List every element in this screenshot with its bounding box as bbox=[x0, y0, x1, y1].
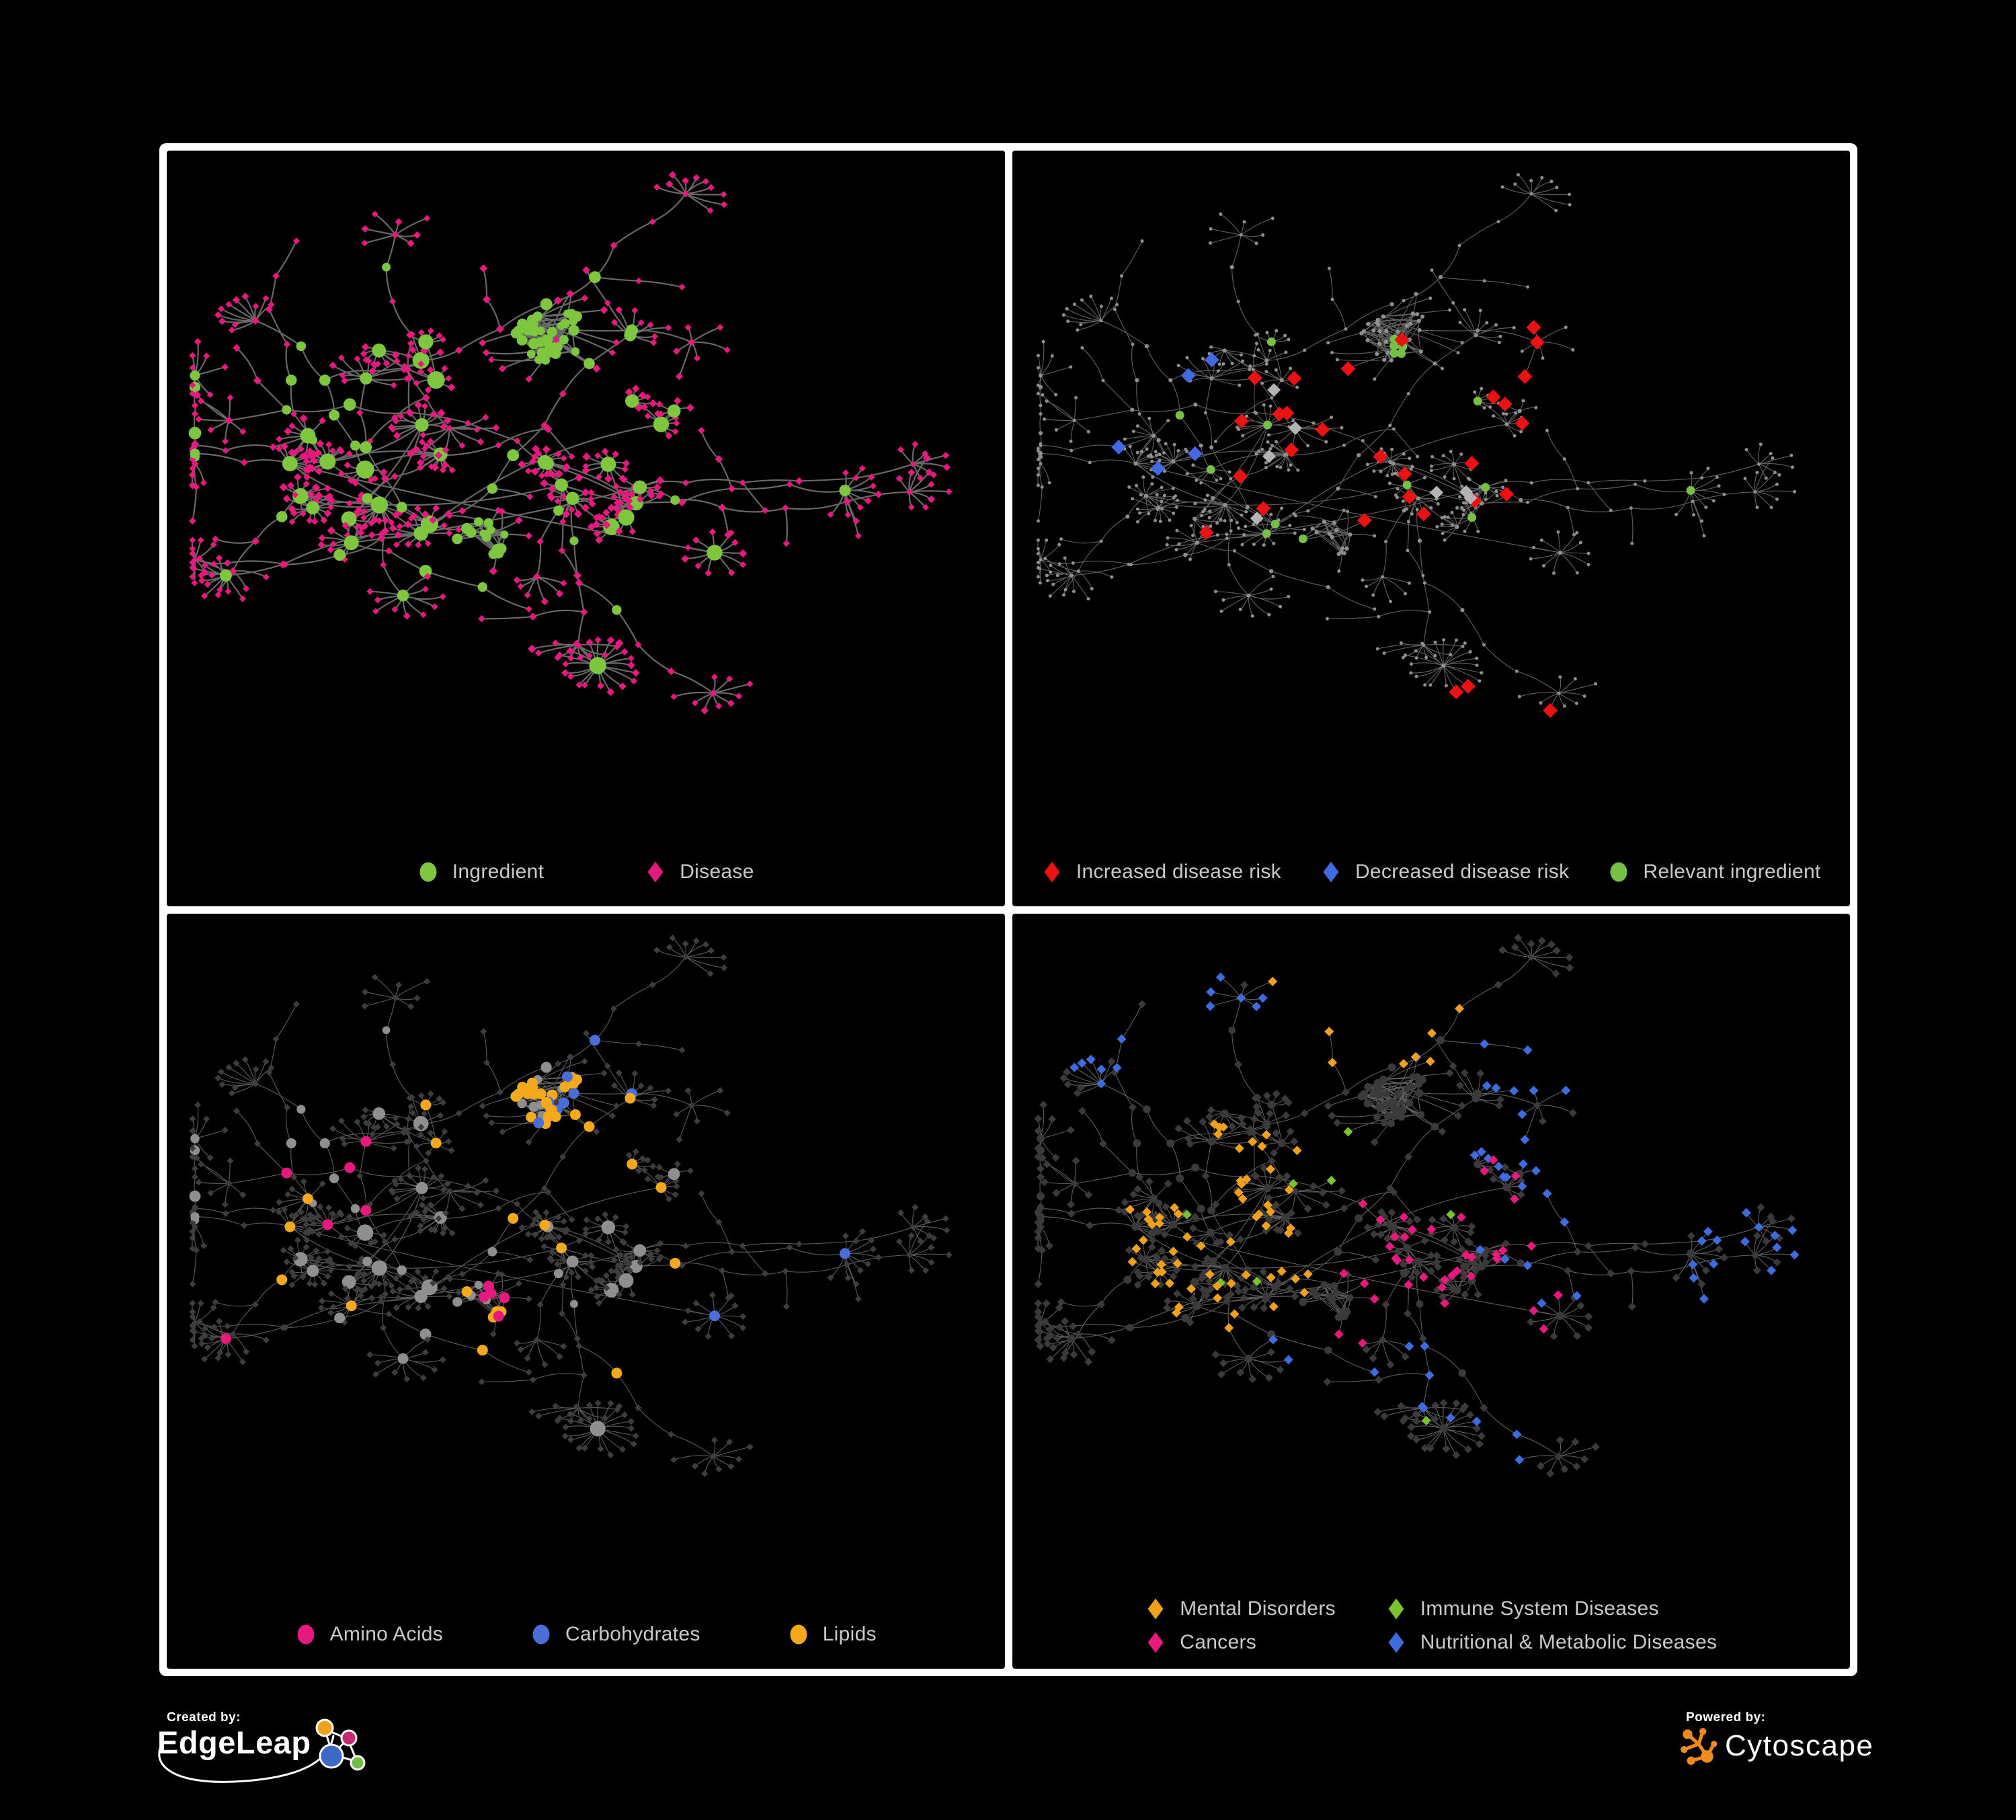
cytoscape-logo-nodes bbox=[1681, 1728, 1718, 1765]
edgeleap-logo-icon bbox=[315, 1718, 366, 1771]
legend-item-relevant-ingredient: Relevant ingredient bbox=[1608, 861, 1820, 883]
diamond-legend-symbol bbox=[1323, 861, 1339, 882]
circle-legend-symbol bbox=[419, 862, 437, 881]
legend-label: Relevant ingredient bbox=[1643, 860, 1821, 883]
panel-ingredient-disease: Ingredient Disease bbox=[167, 151, 1005, 906]
legend-item-immune-system-diseases: Immune System Diseases bbox=[1385, 1597, 1717, 1620]
edge-layer bbox=[1037, 937, 1795, 1474]
diamond-legend-symbol bbox=[1044, 861, 1060, 882]
legend-ingredient-disease: Ingredient Disease bbox=[167, 861, 1005, 883]
legend-item-ingredient: Ingredient bbox=[417, 861, 544, 883]
created-by-label: Created by: bbox=[167, 1710, 241, 1725]
legend-label: Disease bbox=[680, 860, 754, 883]
node-layer bbox=[1036, 173, 1796, 708]
diamond-legend-symbol bbox=[1147, 1632, 1164, 1653]
edgeleap-node-pink bbox=[340, 1729, 358, 1747]
circle-legend-symbol bbox=[297, 1624, 315, 1645]
network-graph-disease-risk bbox=[1036, 173, 1796, 718]
four-panel-figure: Ingredient Disease Increased disease risk… bbox=[159, 143, 1857, 1676]
cytoscape-brand-row: Cytoscape bbox=[1678, 1725, 1893, 1767]
highlighted-node-layer bbox=[1069, 972, 1800, 1464]
panel-disease-risk: Increased disease risk Decreased disease … bbox=[1012, 151, 1851, 906]
diamond-legend-symbol bbox=[647, 861, 663, 882]
edgeleap-brand-row: EdgeLeap bbox=[157, 1718, 386, 1786]
circle-legend-symbol bbox=[790, 1624, 807, 1645]
network-graph-ingredient-classes bbox=[189, 934, 953, 1477]
network-graph-ingredient-disease bbox=[188, 171, 953, 715]
circle-legend-symbol bbox=[1610, 862, 1627, 881]
legend-item-increased-disease-risk: Increased disease risk bbox=[1041, 861, 1281, 883]
panel-ingredient-classes: Amino Acids Carbohydrates Lipids bbox=[167, 913, 1005, 1669]
highlighted-node-layer bbox=[220, 1034, 851, 1378]
legend-item-carbohydrates: Carbohydrates bbox=[530, 1623, 700, 1646]
panel-disease-classes: Mental Disorders Immune System Diseases Ca… bbox=[1012, 913, 1851, 1669]
edgeleap-node-green bbox=[350, 1755, 366, 1771]
edgeleap-credit: Created by: EdgeLeap bbox=[157, 1708, 386, 1802]
edgeleap-node-orange bbox=[315, 1718, 334, 1737]
edgeleap-wordmark: EdgeLeap bbox=[157, 1725, 311, 1760]
legend-item-cancers: Cancers bbox=[1145, 1631, 1336, 1654]
edge-layer bbox=[192, 937, 949, 1474]
legend-label: Decreased disease risk bbox=[1355, 860, 1570, 883]
diamond-legend-symbol bbox=[1388, 1632, 1404, 1653]
network-graph-disease-classes bbox=[1033, 933, 1800, 1478]
cytoscape-wordmark: Cytoscape bbox=[1725, 1729, 1874, 1762]
circle-legend-symbol bbox=[532, 1624, 550, 1645]
legend-label: Mental Disorders bbox=[1180, 1597, 1336, 1620]
cytoscape-logo-icon bbox=[1681, 1728, 1718, 1765]
legend-label: Carbohydrates bbox=[565, 1623, 700, 1645]
legend-item-disease: Disease bbox=[645, 861, 754, 883]
legend-label: Ingredient bbox=[452, 860, 545, 883]
legend-disease-classes: Mental Disorders Immune System Diseases Ca… bbox=[1012, 1597, 1851, 1654]
legend-item-amino-acids: Amino Acids bbox=[295, 1623, 443, 1646]
legend-item-decreased-disease-risk: Decreased disease risk bbox=[1320, 861, 1569, 883]
cytoscape-credit: Powered by: Cytoscape bbox=[1678, 1708, 1893, 1802]
powered-by-label: Powered by: bbox=[1686, 1710, 1766, 1725]
legend-item-nutritional-metabolic-diseases: Nutritional & Metabolic Diseases bbox=[1385, 1631, 1717, 1654]
edgeleap-node-blue bbox=[319, 1743, 344, 1769]
legend-label: Increased disease risk bbox=[1076, 860, 1281, 883]
diamond-legend-symbol bbox=[1388, 1598, 1404, 1620]
legend-label: Immune System Diseases bbox=[1420, 1597, 1659, 1620]
legend-label: Nutritional & Metabolic Diseases bbox=[1420, 1631, 1718, 1653]
node-layer bbox=[1033, 933, 1796, 1478]
legend-item-mental-disorders: Mental Disorders bbox=[1145, 1597, 1336, 1620]
legend-ingredient-classes: Amino Acids Carbohydrates Lipids bbox=[167, 1623, 1005, 1646]
legend-label: Lipids bbox=[822, 1623, 877, 1645]
diamond-legend-symbol bbox=[1147, 1598, 1164, 1620]
legend-label: Cancers bbox=[1180, 1631, 1257, 1653]
legend-item-lipids: Lipids bbox=[788, 1623, 877, 1646]
legend-label: Amino Acids bbox=[329, 1623, 443, 1645]
edge-layer bbox=[1037, 174, 1795, 711]
legend-disease-risk: Increased disease risk Decreased disease … bbox=[1012, 861, 1851, 883]
